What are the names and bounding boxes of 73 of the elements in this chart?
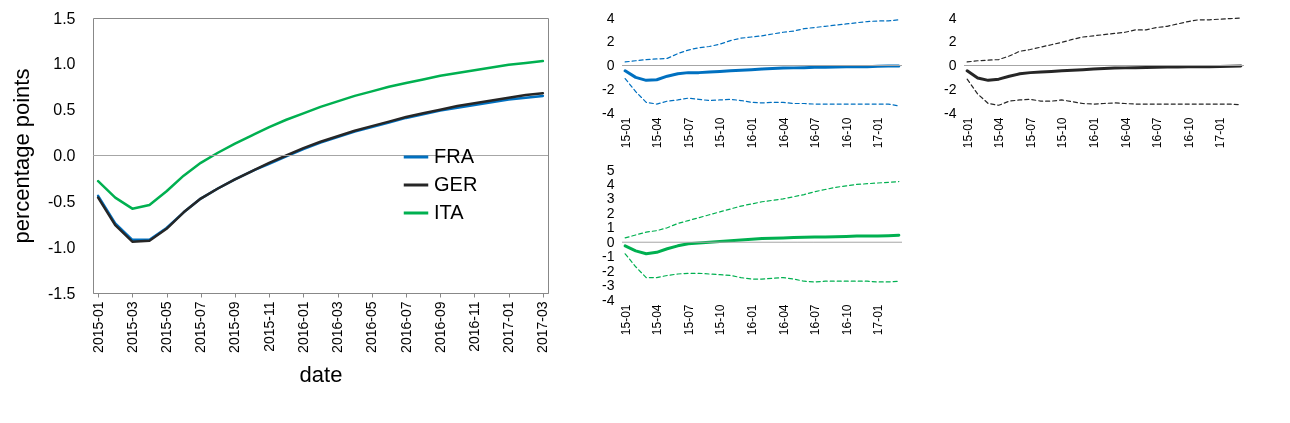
x-tick-label: 15-01 bbox=[618, 304, 633, 336]
x-tick-label: 16-10 bbox=[1181, 117, 1196, 149]
x-tick-label: 2016-03 bbox=[329, 301, 346, 353]
y-tick-label: -1 bbox=[602, 248, 615, 265]
y-tick-label: 4 bbox=[606, 175, 615, 192]
x-tick-label: 15-04 bbox=[650, 117, 665, 149]
y-tick-label: 0 bbox=[606, 57, 615, 73]
x-tick-label: 15-07 bbox=[681, 304, 696, 336]
y-tick-label: -2 bbox=[602, 262, 615, 279]
x-tick-label: 16-01 bbox=[1086, 117, 1101, 149]
x-tick-label: 16-04 bbox=[1118, 117, 1133, 149]
y-tick-label: 0.0 bbox=[53, 147, 76, 164]
y-axis-title: percentage points bbox=[8, 68, 34, 244]
x-tick-label: 2015-07 bbox=[192, 301, 209, 353]
x-tick-label: 2016-09 bbox=[431, 301, 448, 353]
x-tick-label: 16-04 bbox=[776, 304, 791, 336]
x-tick-label: 17-01 bbox=[871, 117, 886, 149]
y-tick-label: 0 bbox=[948, 57, 957, 73]
x-tick-label: 16-10 bbox=[839, 304, 854, 336]
x-tick-label: 16-07 bbox=[1150, 117, 1165, 149]
x-tick-label: 16-07 bbox=[808, 117, 823, 149]
y-tick-label: -3 bbox=[602, 277, 615, 294]
x-tick-label: 15-01 bbox=[618, 117, 633, 149]
x-tick-label: 15-04 bbox=[992, 117, 1007, 149]
x-tick-label: 2015-05 bbox=[158, 301, 175, 353]
x-tick-label: 15-07 bbox=[681, 117, 696, 149]
x-axis-title: date bbox=[299, 361, 343, 387]
x-tick-label: 17-01 bbox=[1213, 117, 1228, 149]
x-tick-label: 2015-11 bbox=[260, 301, 277, 352]
y-tick-label: 1 bbox=[606, 219, 615, 236]
y-tick-label: 3 bbox=[606, 190, 615, 207]
y-tick-label: 5 bbox=[606, 161, 615, 178]
y-tick-label: -4 bbox=[944, 104, 957, 121]
x-tick-label: 15-10 bbox=[713, 304, 728, 336]
y-tick-label: 4 bbox=[606, 9, 615, 26]
legend-label: FRA bbox=[434, 145, 475, 167]
y-tick-label: -2 bbox=[602, 80, 615, 97]
x-tick-label: 2017-03 bbox=[534, 301, 551, 353]
x-tick-label: 16-10 bbox=[839, 117, 854, 149]
x-tick-label: 2016-11 bbox=[465, 301, 482, 352]
x-tick-label: 17-01 bbox=[871, 304, 886, 336]
x-tick-label: 2016-05 bbox=[363, 301, 380, 353]
x-tick-label: 2015-09 bbox=[226, 301, 243, 353]
x-tick-label: 15-01 bbox=[960, 117, 975, 149]
legend-label: GER bbox=[434, 173, 478, 195]
x-tick-label: 2015-03 bbox=[123, 301, 140, 353]
x-tick-label: 15-04 bbox=[650, 304, 665, 336]
y-tick-label: -4 bbox=[602, 291, 615, 308]
x-tick-label: 16-04 bbox=[776, 117, 791, 149]
legend-label: ITA bbox=[434, 201, 465, 223]
x-tick-label: 16-01 bbox=[744, 304, 759, 336]
x-tick-label: 15-10 bbox=[1055, 117, 1070, 149]
y-tick-label: 2 bbox=[606, 204, 615, 221]
x-tick-label: 16-07 bbox=[808, 304, 823, 336]
y-tick-label: 2 bbox=[606, 33, 615, 50]
x-tick-label: 2016-07 bbox=[397, 301, 414, 353]
y-tick-label: -0.5 bbox=[47, 192, 76, 210]
y-tick-label: 1.5 bbox=[53, 9, 76, 27]
x-tick-label: 2015-01 bbox=[89, 301, 106, 353]
x-tick-label: 16-01 bbox=[744, 117, 759, 149]
y-tick-label: 2 bbox=[948, 33, 957, 50]
y-tick-label: 1.0 bbox=[53, 55, 76, 73]
y-tick-label: 0 bbox=[606, 233, 615, 250]
x-tick-label: 15-10 bbox=[713, 117, 728, 149]
y-tick-label: -1.5 bbox=[47, 284, 76, 302]
x-tick-label: 2017-01 bbox=[500, 301, 517, 353]
y-tick-label: -2 bbox=[944, 80, 957, 97]
x-tick-label: 2016-01 bbox=[294, 301, 311, 353]
y-tick-label: -1.0 bbox=[47, 238, 76, 256]
x-tick-label: 15-07 bbox=[1023, 117, 1038, 149]
y-tick-label: 0.5 bbox=[53, 101, 76, 119]
y-tick-label: -4 bbox=[602, 104, 615, 121]
y-tick-label: 4 bbox=[948, 9, 957, 26]
